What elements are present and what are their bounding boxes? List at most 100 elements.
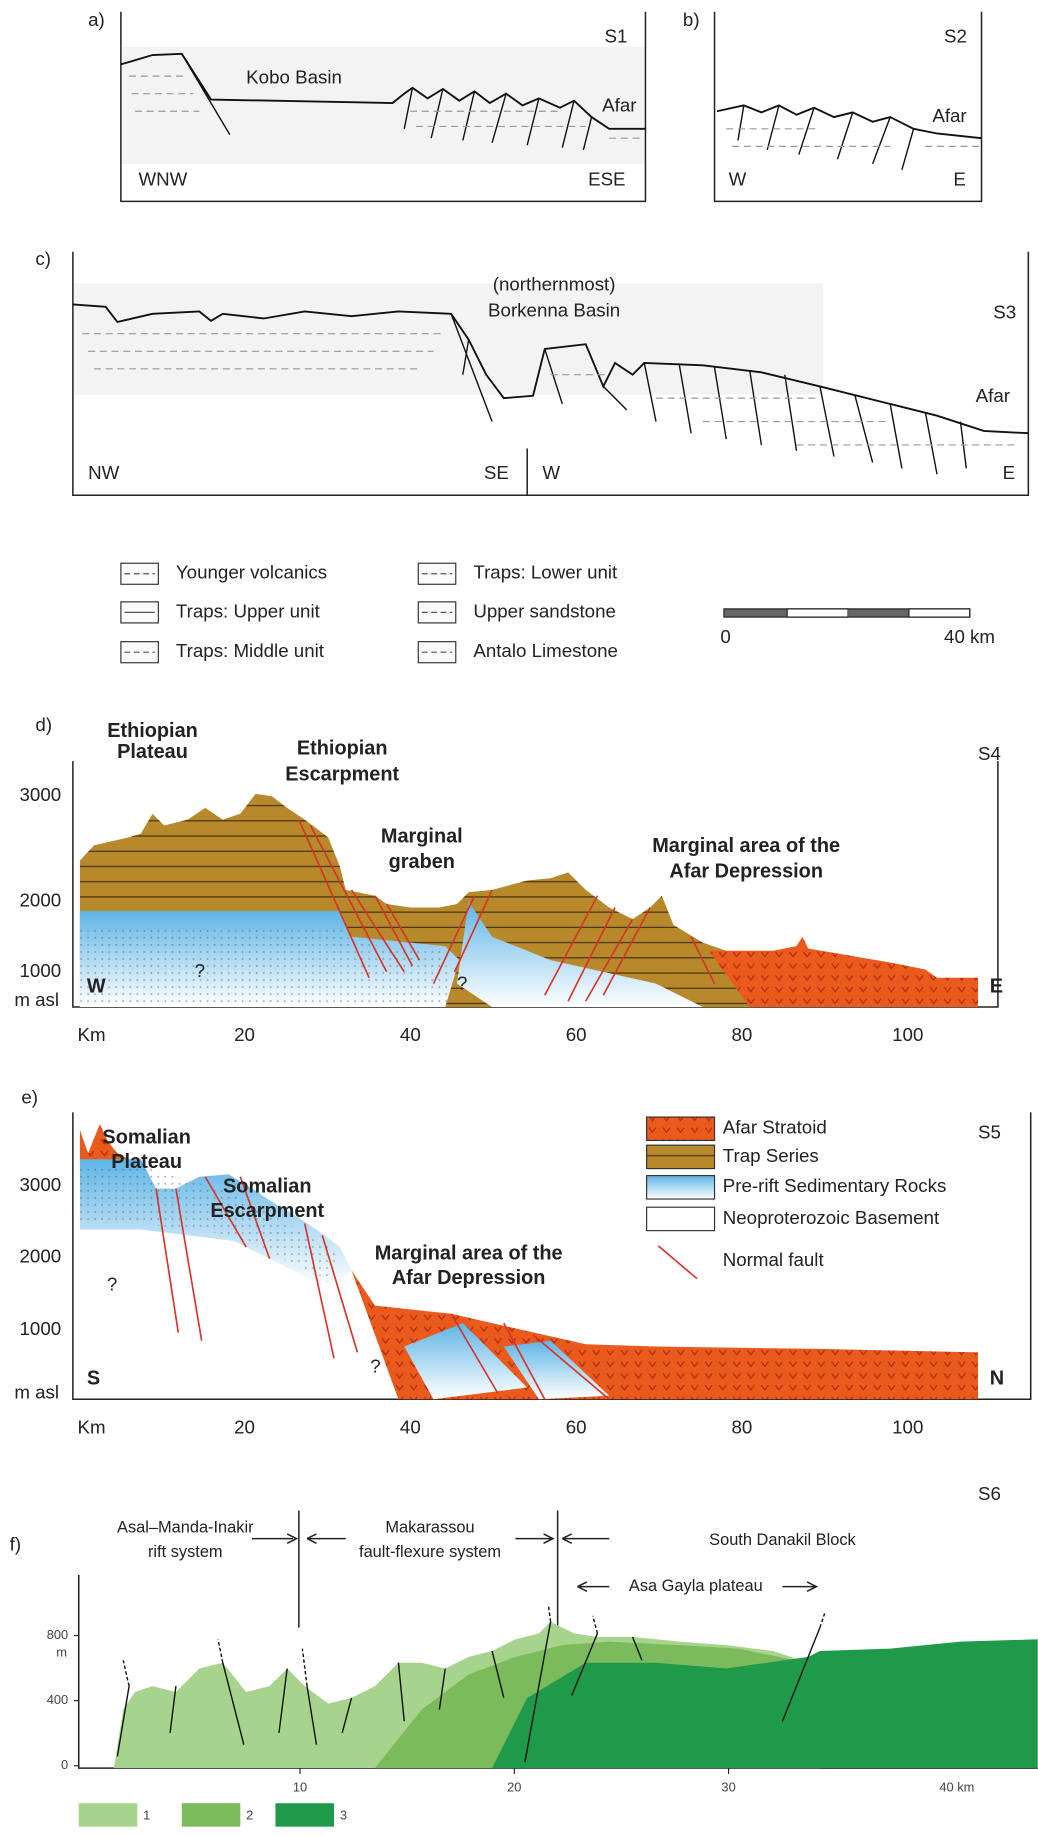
afar-label: Afar <box>932 105 966 126</box>
unknown: ? <box>457 973 467 994</box>
y-tick-label: 1000 <box>20 960 62 981</box>
faults <box>738 105 914 169</box>
legend-label: Younger volcanics <box>176 562 327 583</box>
legend-label: Upper sandstone <box>473 600 616 621</box>
section-label: S1 <box>604 25 627 46</box>
legend-label: Traps: Upper unit <box>176 600 321 621</box>
panel-a: a) S1 Kobo Basin Afar WNW ESE <box>88 9 645 201</box>
panel-e: e) S5 Somalian Plateau Somalian Escarpme… <box>14 1086 1030 1437</box>
direction: NW <box>88 462 120 483</box>
x-tick-label: 30 <box>721 1779 735 1794</box>
region-label: Somalian <box>102 1126 190 1148</box>
figure: a) S1 Kobo Basin Afar WNW ESE b) S2 Afar… <box>0 0 1038 1836</box>
scale-block <box>909 609 970 617</box>
legend-swatch <box>182 1803 241 1826</box>
direction: WNW <box>138 168 187 189</box>
panel-letter: d) <box>35 714 52 735</box>
unknown: ? <box>370 1356 380 1377</box>
panel-f: f) S6 Asal–Manda-Inakir rift system Maka… <box>10 1483 1038 1826</box>
region-label: Somalian <box>223 1176 311 1198</box>
legend-label: Traps: Lower unit <box>473 562 618 583</box>
legend-label: Normal fault <box>723 1249 825 1270</box>
legend-label: Afar Stratoid <box>723 1117 827 1138</box>
legend-swatch <box>658 1246 697 1279</box>
section-label: S2 <box>944 25 967 46</box>
direction: ESE <box>588 168 625 189</box>
x-tick-label: 10 <box>293 1779 307 1794</box>
region-label: Plateau <box>117 741 188 763</box>
scale-block <box>724 609 787 617</box>
legend-label: Pre-rift Sedimentary Rocks <box>723 1175 947 1196</box>
unknown: ? <box>195 960 205 981</box>
direction: W <box>542 462 560 483</box>
legend-label: Antalo Limestone <box>473 640 618 661</box>
y-tick-label: 0 <box>61 1757 68 1772</box>
panel-letter: f) <box>10 1534 21 1555</box>
x-tick-label: 100 <box>892 1024 923 1045</box>
legend-label: Traps: Middle unit <box>176 640 325 661</box>
legend-swatch <box>647 1207 715 1230</box>
y-tick-label: 3000 <box>20 784 62 805</box>
x-tick-label: 20 <box>234 1024 255 1045</box>
basin-label: Borkenna Basin <box>488 299 620 320</box>
zone-label: Makarassou <box>385 1518 474 1536</box>
panel-letter: c) <box>35 248 51 269</box>
region-label: Marginal area of the <box>652 835 840 857</box>
direction: S <box>87 1368 100 1390</box>
y-tick-label: 2000 <box>20 1246 62 1267</box>
x-unit: Km <box>78 1416 106 1437</box>
x-tick-label: 80 <box>732 1024 753 1045</box>
panel-b: b) S2 Afar W E <box>683 9 982 201</box>
section-label: S4 <box>978 743 1001 764</box>
y-tick-label: 800 <box>47 1627 68 1642</box>
scale-label: 40 km <box>944 626 995 647</box>
direction: N <box>990 1368 1004 1390</box>
stratoid <box>709 937 978 1007</box>
hatching <box>726 129 979 147</box>
zone-label: South Danakil Block <box>709 1531 856 1549</box>
legend-label: 2 <box>246 1808 253 1823</box>
y-tick-label: 3000 <box>20 1174 62 1195</box>
panel-letter: b) <box>683 9 700 30</box>
basin-label: Kobo Basin <box>246 66 342 87</box>
scale-block <box>848 609 909 617</box>
panel-d: d) S4 Ethiopian Plateau Ethiopian Escarp… <box>14 714 1003 1045</box>
page: a) S1 Kobo Basin Afar WNW ESE b) S2 Afar… <box>0 0 1038 1836</box>
direction: E <box>990 975 1003 997</box>
legend-label: 3 <box>340 1808 347 1823</box>
region-label: Escarpment <box>285 763 399 785</box>
direction: SE <box>484 462 509 483</box>
legend-label: Neoproterozoic Basement <box>723 1207 940 1228</box>
zone-label: Asa Gayla plateau <box>629 1577 763 1595</box>
legend-swatch <box>647 1145 715 1168</box>
unknown: ? <box>107 1274 117 1295</box>
x-tick-label: 20 <box>507 1779 521 1794</box>
region-label: Ethiopian <box>297 738 388 760</box>
direction: E <box>1003 462 1015 483</box>
section-bg <box>74 283 823 394</box>
x-unit: Km <box>78 1024 106 1045</box>
x-label: 40 km <box>939 1779 974 1794</box>
panel-letter: e) <box>21 1086 38 1107</box>
legend-label: 1 <box>143 1808 150 1823</box>
basin-label: (northernmost) <box>493 274 616 295</box>
x-tick-label: 20 <box>234 1416 255 1437</box>
zone-label: rift system <box>148 1543 223 1561</box>
region-label: Afar Depression <box>669 861 823 883</box>
region-label: Escarpment <box>210 1200 324 1222</box>
direction: W <box>87 975 106 997</box>
zone-label: Asal–Manda-Inakir <box>117 1518 254 1536</box>
y-tick-label: 1000 <box>20 1318 62 1339</box>
legend-swatch <box>275 1803 334 1826</box>
y-tick-label: 400 <box>47 1692 68 1707</box>
legend-label: Trap Series <box>723 1145 819 1166</box>
y-tick-label: 2000 <box>20 890 62 911</box>
region-label: Marginal area of the <box>375 1242 563 1264</box>
x-tick-label: 100 <box>892 1416 923 1437</box>
y-unit: m asl <box>14 1381 59 1402</box>
section-label: S5 <box>978 1121 1001 1142</box>
region-label: Plateau <box>111 1151 182 1173</box>
region-label: Ethiopian <box>107 720 198 742</box>
x-tick-label: 80 <box>732 1416 753 1437</box>
